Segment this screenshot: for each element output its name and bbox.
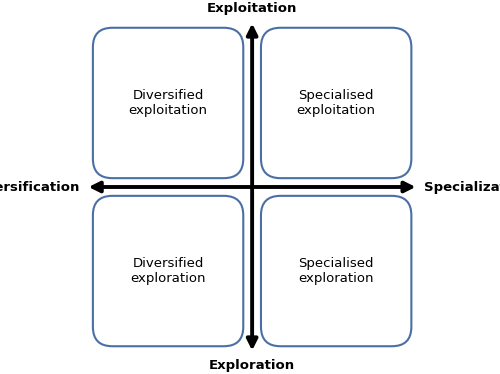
FancyBboxPatch shape [261,196,412,346]
Text: Diversification: Diversification [0,181,80,193]
Text: Specialised
exploration: Specialised exploration [298,257,374,285]
Text: Diversified
exploration: Diversified exploration [130,257,206,285]
FancyBboxPatch shape [93,28,244,178]
Text: Exploitation: Exploitation [207,2,298,15]
FancyBboxPatch shape [93,196,244,346]
Text: Exploration: Exploration [209,359,295,372]
Text: Specialization: Specialization [424,181,500,193]
Text: Specialised
exploitation: Specialised exploitation [296,89,376,117]
Text: Diversified
exploitation: Diversified exploitation [128,89,208,117]
FancyBboxPatch shape [261,28,412,178]
